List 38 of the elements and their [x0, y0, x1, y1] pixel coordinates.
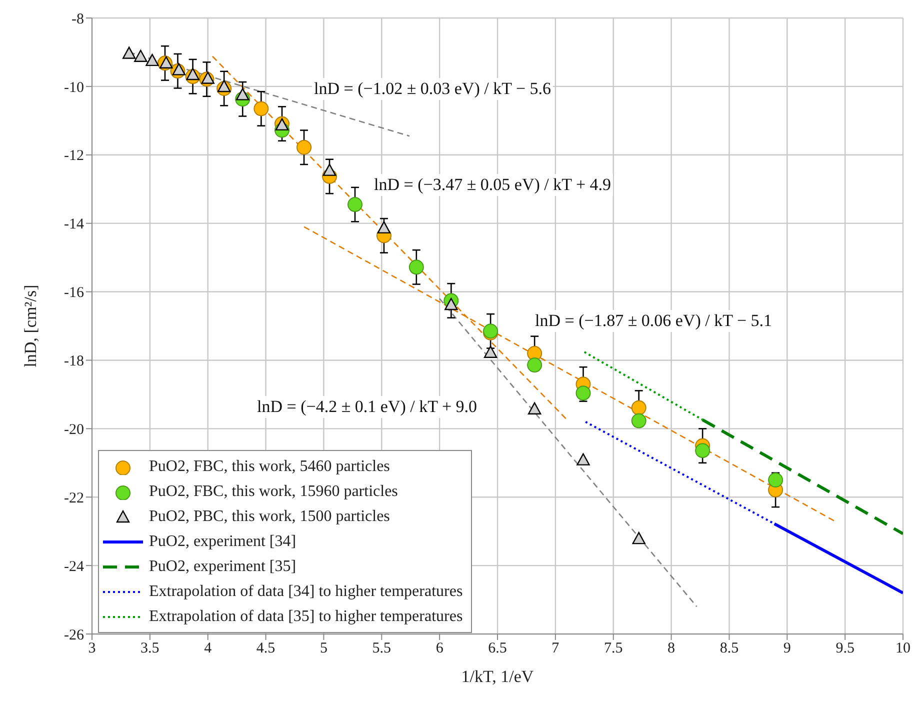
- annotation: lnD = (−1.87 ± 0.06 eV) / kT − 5.1: [533, 310, 774, 332]
- x-tick-label: 6.5: [488, 640, 507, 657]
- annotation: lnD = (−1.02 ± 0.03 eV) / kT − 5.6: [312, 78, 554, 100]
- x-tick-label: 9.5: [836, 640, 854, 657]
- x-tick-label: 9: [783, 640, 791, 657]
- y-tick-label: -20: [64, 422, 84, 438]
- x-axis-title: 1/kT, 1/eV: [461, 667, 534, 686]
- x-tick-label: 5.5: [372, 640, 392, 657]
- x-tick-label: 7.5: [604, 640, 623, 657]
- y-tick-label: -16: [64, 285, 84, 302]
- legend-label: PuO2, experiment [35]: [149, 558, 296, 576]
- annotation: lnD = (−3.47 ± 0.05 eV) / kT + 4.9: [372, 174, 614, 196]
- y-axis-title: lnD, [cm²/s]: [21, 284, 40, 368]
- legend-label: PuO2, FBC, this work, 5460 particles: [149, 458, 390, 476]
- y-tick-label: -24: [64, 558, 84, 575]
- x-tick-label: 7: [552, 640, 560, 657]
- x-tick-label: 10: [896, 640, 910, 657]
- x-tick-label: 8.5: [720, 640, 739, 657]
- y-tick-label: -12: [64, 148, 84, 164]
- x-tick-label: 5: [320, 640, 328, 657]
- y-tick-label: -8: [72, 11, 84, 28]
- y-tick-label: -26: [64, 627, 84, 644]
- x-tick-label: 4.5: [256, 640, 276, 657]
- y-tick-label: -18: [64, 354, 84, 370]
- y-tick-label: -10: [64, 80, 84, 96]
- annotation: lnD = (−4.2 ± 0.1 eV) / kT + 9.0: [255, 396, 480, 418]
- x-tick-label: 4: [204, 640, 212, 657]
- legend-label: PuO2, FBC, this work, 15960 particles: [149, 482, 398, 500]
- x-tick-label: 6: [436, 640, 444, 657]
- x-tick-label: 3.5: [140, 640, 160, 657]
- y-tick-label: -22: [64, 490, 84, 506]
- y-tick-label: -14: [64, 216, 84, 233]
- legend-label: Extrapolation of data [34] to higher temperatures: [149, 582, 463, 600]
- x-tick-label: 8: [668, 640, 676, 657]
- x-tick-label: 3: [88, 640, 96, 657]
- legend-label: PuO2, PBC, this work, 1500 particles: [149, 508, 390, 526]
- legend-label: Extrapolation of data [35] to higher temperatures: [149, 608, 463, 626]
- legend-label: PuO2, experiment [34]: [149, 532, 296, 550]
